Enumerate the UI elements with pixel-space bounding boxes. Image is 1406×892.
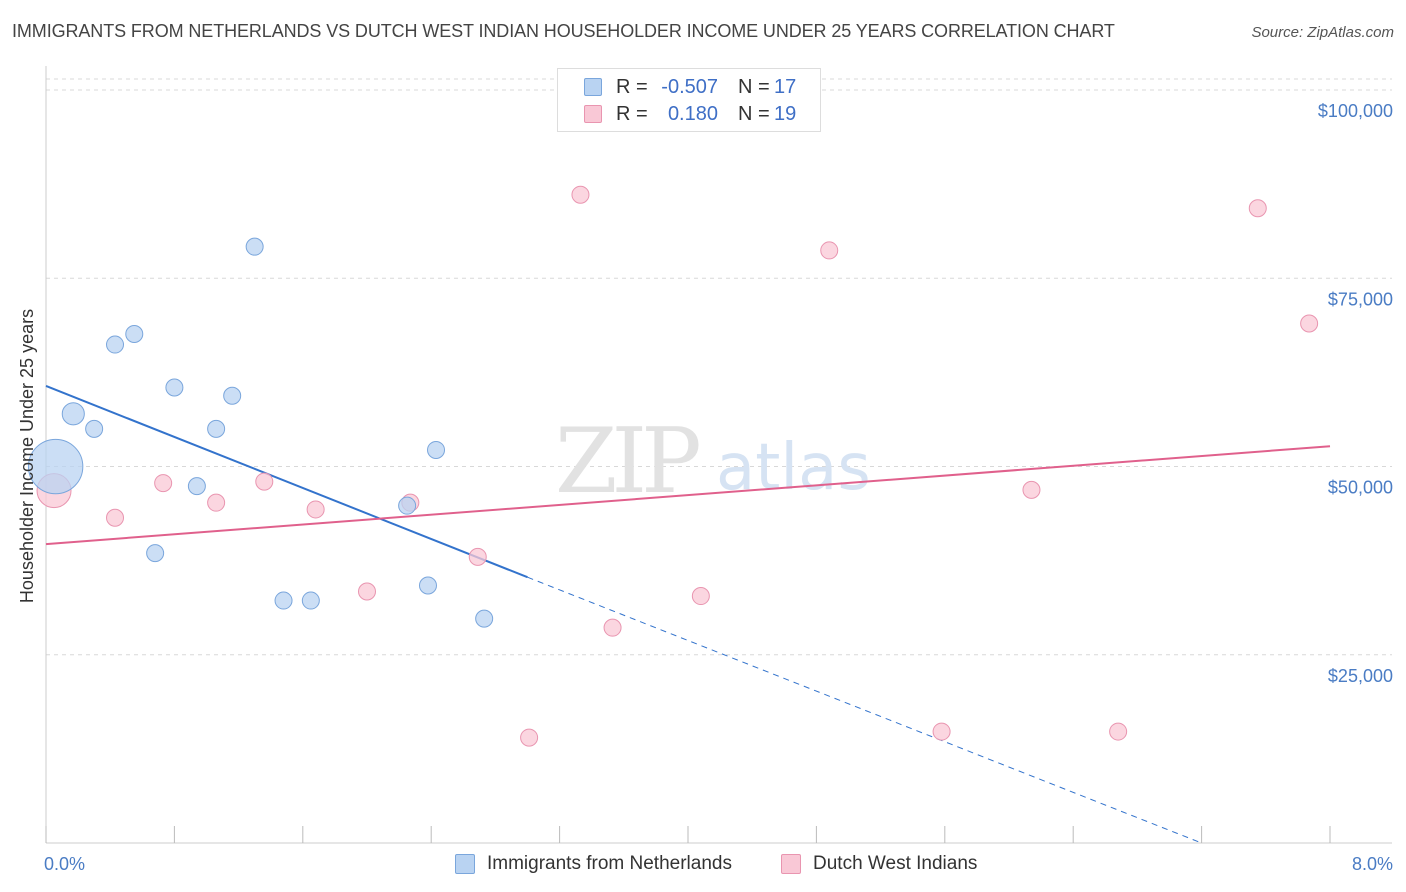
- legend-n-value: 19: [774, 103, 797, 125]
- y-tick-label: $100,000: [1318, 101, 1393, 121]
- data-point-pink: [520, 728, 539, 747]
- data-point-pink: [571, 185, 590, 204]
- watermark-atlas: atlas: [716, 431, 871, 505]
- x-tick-label: 8.0%: [1352, 854, 1393, 874]
- data-point-pink: [154, 474, 173, 493]
- data-point-blue: [301, 591, 320, 610]
- bottom-legend-swatch-blue: [455, 854, 475, 874]
- data-point-pink: [358, 582, 376, 601]
- legend-r-value: 0.180: [667, 103, 718, 125]
- data-point-blue: [274, 591, 293, 610]
- data-point-blue: [165, 378, 184, 397]
- data-point-blue: [187, 477, 206, 496]
- tick-layer: $25,000 $50,000 $75,000 $100,000 0.0% 8.0%: [44, 101, 1393, 874]
- data-point-pink: [1300, 314, 1319, 333]
- source-note: Source: ZipAtlas.com: [1251, 24, 1394, 41]
- legend-n-label: N =: [738, 76, 770, 98]
- data-point-pink: [468, 547, 487, 566]
- data-point-blue: [398, 496, 417, 515]
- data-point-blue: [106, 335, 125, 354]
- y-axis-label: Householder Income Under 25 years: [17, 309, 37, 603]
- data-point-blue: [85, 419, 104, 438]
- chart-title: IMMIGRANTS FROM NETHERLANDS VS DUTCH WES…: [12, 21, 1115, 41]
- legend-swatch-blue: [584, 78, 602, 96]
- data-point-blue: [245, 237, 264, 256]
- bottom-legend-label: Immigrants from Netherlands: [487, 853, 732, 874]
- grid-layer: [46, 78, 1392, 656]
- data-point-pink: [691, 587, 710, 606]
- bottom-legend-label: Dutch West Indians: [813, 853, 978, 874]
- legend-r-label: R =: [616, 76, 648, 98]
- legend-n-label: N =: [738, 103, 770, 125]
- data-point-pink: [820, 241, 839, 260]
- data-point-blue: [475, 609, 494, 628]
- data-point-pink: [1022, 480, 1041, 499]
- data-point-pink: [932, 722, 951, 741]
- point-layer: [27, 185, 1319, 747]
- data-point-blue: [418, 576, 437, 595]
- trend-layer: [45, 385, 1331, 844]
- data-point-blue: [125, 325, 144, 344]
- data-point-pink: [207, 493, 226, 512]
- data-point-pink: [1248, 199, 1267, 218]
- trend-extension-blue: [527, 576, 1202, 844]
- y-tick-label: $75,000: [1328, 289, 1393, 309]
- legend-swatch-pink: [584, 105, 602, 123]
- data-point-pink: [255, 472, 274, 491]
- y-tick-label: $50,000: [1328, 478, 1393, 498]
- watermark-zip: ZIP: [555, 409, 699, 514]
- data-point-pink: [603, 618, 622, 637]
- bottom-legend-swatch-pink: [781, 854, 801, 874]
- correlation-legend: R = -0.507 N = 17 R = 0.180 N = 19: [557, 68, 821, 132]
- data-point-pink: [106, 508, 125, 527]
- y-tick-label: $25,000: [1328, 666, 1393, 686]
- trend-line-pink: [45, 445, 1331, 546]
- legend-r-value: -0.507: [661, 76, 718, 98]
- data-point-pink: [1109, 722, 1128, 741]
- data-point-blue: [27, 438, 84, 495]
- trend-line-blue: [45, 385, 528, 579]
- data-point-pink: [306, 500, 325, 519]
- data-point-blue: [61, 402, 85, 426]
- data-point-blue: [207, 419, 226, 438]
- data-point-blue: [223, 386, 242, 405]
- data-point-blue: [146, 544, 165, 563]
- watermark: ZIP atlas: [555, 409, 871, 514]
- legend-n-value: 17: [774, 76, 797, 98]
- legend-r-label: R =: [616, 103, 648, 125]
- x-tick-label: 0.0%: [44, 854, 85, 874]
- data-point-blue: [427, 440, 446, 459]
